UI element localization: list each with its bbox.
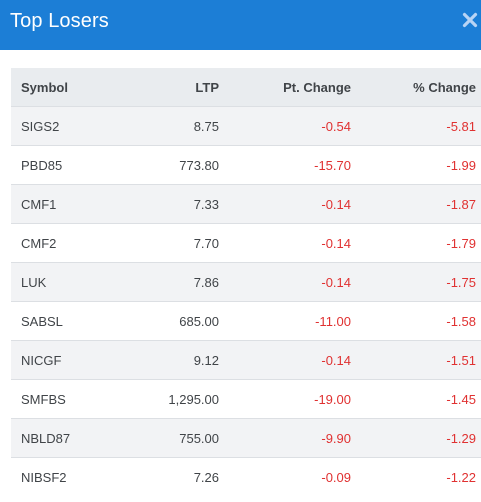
symbol-cell: NIBSF2: [11, 457, 151, 496]
pt-change-cell: -0.14: [219, 340, 351, 380]
pt-change-cell: -9.90: [219, 418, 351, 458]
symbol-cell: NBLD87: [11, 418, 151, 458]
symbol-cell: NICGF: [11, 340, 151, 380]
pct-change-cell: -1.51: [351, 340, 481, 380]
pt-change-cell: -0.14: [219, 262, 351, 302]
table-row[interactable]: NICGF 9.12 -0.14 -1.51: [11, 340, 481, 380]
ltp-cell: 9.12: [151, 340, 219, 380]
pct-change-cell: -1.75: [351, 262, 481, 302]
symbol-cell: SIGS2: [11, 106, 151, 146]
table-row[interactable]: SIGS2 8.75 -0.54 -5.81: [11, 106, 481, 146]
symbol-cell: SABSL: [11, 301, 151, 341]
symbol-cell: CMF2: [11, 223, 151, 263]
pt-change-cell: -15.70: [219, 145, 351, 185]
table-row[interactable]: PBD85 773.80 -15.70 -1.99: [11, 145, 481, 185]
symbol-cell: LUK: [11, 262, 151, 302]
modal-title: Top Losers: [10, 10, 109, 32]
pct-change-cell: -1.58: [351, 301, 481, 341]
pt-change-cell: -0.54: [219, 106, 351, 146]
modal-header: Top Losers: [0, 0, 481, 50]
pt-change-cell: -11.00: [219, 301, 351, 341]
ltp-cell: 7.33: [151, 184, 219, 224]
table-row[interactable]: NBLD87 755.00 -9.90 -1.29: [11, 418, 481, 458]
column-header-symbol[interactable]: Symbol: [21, 79, 68, 95]
column-header-pt-change[interactable]: Pt. Change: [283, 79, 351, 95]
pct-change-cell: -1.45: [351, 379, 481, 419]
pt-change-cell: -19.00: [219, 379, 351, 419]
table-row[interactable]: SMFBS 1,295.00 -19.00 -1.45: [11, 379, 481, 419]
pct-change-cell: -1.22: [351, 457, 481, 496]
pct-change-cell: -5.81: [351, 106, 481, 146]
ltp-cell: 7.70: [151, 223, 219, 263]
close-icon[interactable]: [462, 12, 478, 28]
pt-change-cell: -0.09: [219, 457, 351, 496]
pct-change-cell: -1.79: [351, 223, 481, 263]
ltp-cell: 685.00: [151, 301, 219, 341]
column-header-ltp[interactable]: LTP: [195, 79, 219, 95]
table-row[interactable]: NIBSF2 7.26 -0.09 -1.22: [11, 457, 481, 496]
pct-change-cell: -1.99: [351, 145, 481, 185]
table-body: SIGS2 8.75 -0.54 -5.81 PBD85 773.80 -15.70 -1.9…: [11, 106, 481, 496]
symbol-cell: SMFBS: [11, 379, 151, 419]
table-row[interactable]: CMF2 7.70 -0.14 -1.79: [11, 223, 481, 263]
ltp-cell: 1,295.00: [151, 379, 219, 419]
table-row[interactable]: LUK 7.86 -0.14 -1.75: [11, 262, 481, 302]
pt-change-cell: -0.14: [219, 223, 351, 263]
ltp-cell: 7.26: [151, 457, 219, 496]
top-losers-table: Symbol LTP Pt. Change % Change SIGS2 8.75…: [11, 68, 481, 496]
ltp-cell: 755.00: [151, 418, 219, 458]
top-losers-table-wrap: Symbol LTP Pt. Change % Change SIGS2 8.75…: [11, 68, 481, 496]
table-row[interactable]: CMF1 7.33 -0.14 -1.87: [11, 184, 481, 224]
ltp-cell: 8.75: [151, 106, 219, 146]
table-row[interactable]: SABSL 685.00 -11.00 -1.58: [11, 301, 481, 341]
table-header-row: Symbol LTP Pt. Change % Change: [11, 68, 481, 107]
symbol-cell: CMF1: [11, 184, 151, 224]
ltp-cell: 773.80: [151, 145, 219, 185]
ltp-cell: 7.86: [151, 262, 219, 302]
column-header-pct-change[interactable]: % Change: [413, 79, 476, 95]
symbol-cell: PBD85: [11, 145, 151, 185]
pt-change-cell: -0.14: [219, 184, 351, 224]
pct-change-cell: -1.87: [351, 184, 481, 224]
pct-change-cell: -1.29: [351, 418, 481, 458]
